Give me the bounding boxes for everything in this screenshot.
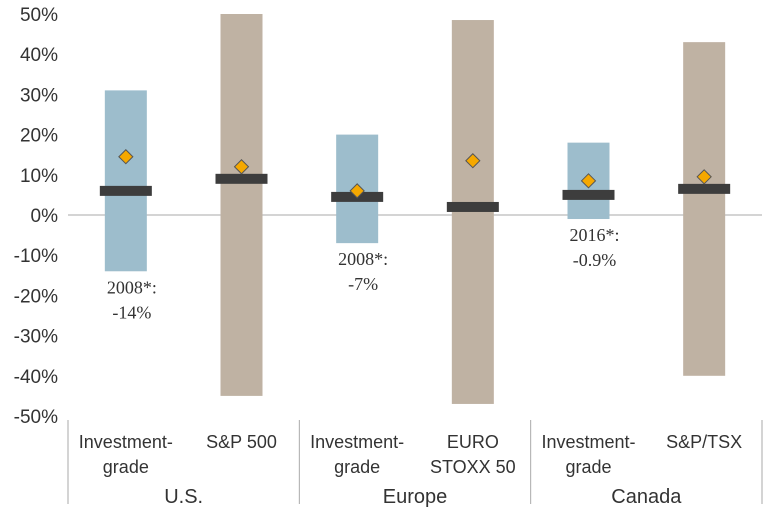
drawdown-annotation: 2016*: [569,225,619,245]
drawdown-annotation: -0.9% [573,250,617,270]
y-tick-label: 50% [20,5,58,26]
range-bar [220,14,263,396]
drawdown-annotation: 2008*: [107,277,157,297]
median-marker [562,189,615,200]
drawdown-annotation: -14% [112,302,151,322]
category-label: grade [103,457,149,477]
category-label: S&P/TSX [666,432,742,452]
axes-layer: -50% -40% -30% -20% -10% 0% 10% 20% 30% 40% 50% [14,5,763,504]
range-bar [104,90,147,272]
category-label: Investment- [310,432,404,452]
y-tick-label: -30% [14,327,58,348]
y-tick-label: 10% [20,166,58,187]
mean-marker [465,153,481,169]
y-tick-label: 40% [20,45,58,66]
mean-marker [233,159,250,175]
group-label: Europe [383,486,448,508]
category-label: EURO [447,432,499,452]
mean-marker [118,149,134,165]
mean-marker [580,173,597,189]
y-tick-label: -10% [14,246,58,267]
range-bar [683,42,726,376]
category-label: Investment- [79,432,173,452]
median-marker [446,201,499,212]
category-label: Investment- [541,432,635,452]
median-marker [215,173,268,184]
y-tick-label: -50% [14,407,58,428]
y-tick-label: 30% [20,85,58,106]
median-marker [99,185,152,196]
y-tick-label: 20% [20,126,58,147]
group-label: U.S. [164,486,203,508]
range-bar [451,20,494,404]
drawdown-annotation: 2008*: [338,249,388,269]
mean-marker [349,183,365,199]
category-label: STOXX 50 [430,457,516,477]
y-tick-label: -20% [14,286,58,307]
bars-layer [99,14,731,404]
labels-layer: U.S. Investment-grade 2008*: -14% S&P 500 Eur… [79,225,742,508]
drawdown-annotation: -7% [348,274,378,294]
category-label: grade [334,457,380,477]
category-label: S&P 500 [206,432,277,452]
group-label: Canada [611,486,682,508]
y-tick-label: -40% [14,367,58,388]
mean-marker [696,169,712,185]
median-marker [678,183,731,194]
category-label: grade [565,457,611,477]
y-tick-label: 0% [31,206,59,227]
